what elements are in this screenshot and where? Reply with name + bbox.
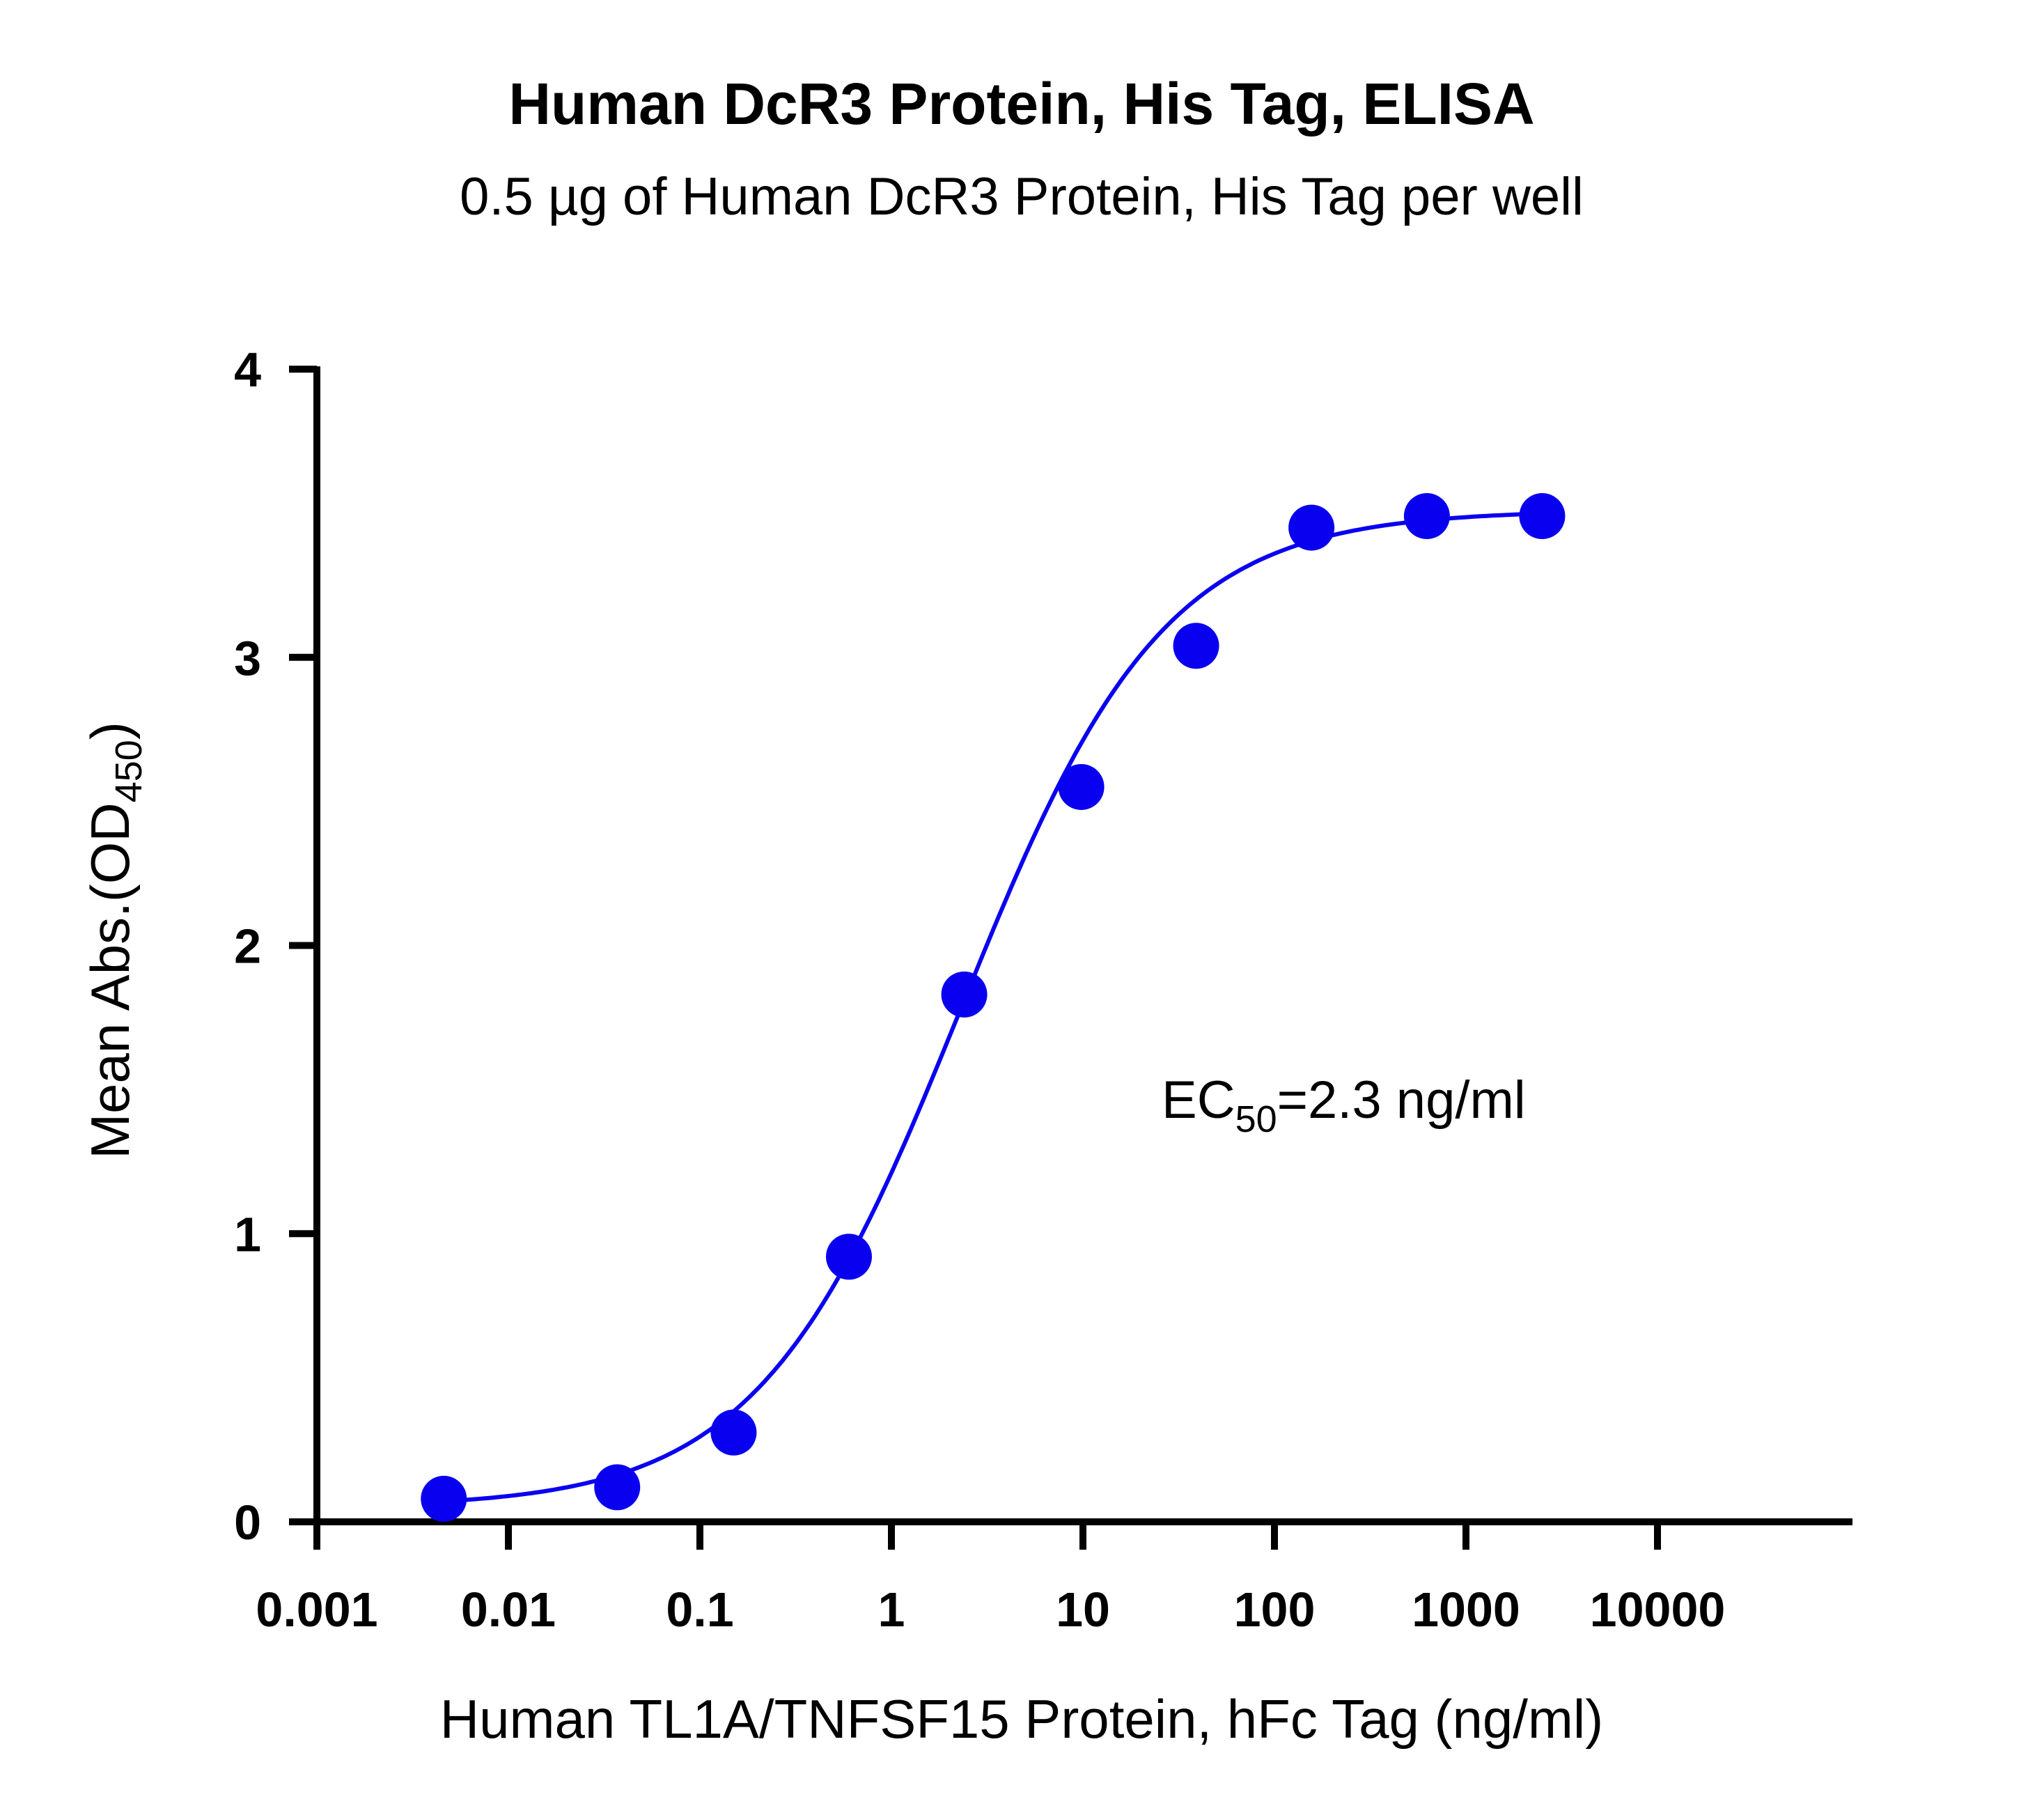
ec50-annotation-rest: =2.3 ng/ml xyxy=(1277,1071,1526,1130)
y-tick-label: 3 xyxy=(234,631,261,685)
data-point xyxy=(1058,763,1105,810)
fit-curve xyxy=(444,511,1543,1504)
y-tick-label: 1 xyxy=(234,1207,261,1261)
x-tick-label: 0.001 xyxy=(256,1582,377,1637)
x-tick-label: 1000 xyxy=(1412,1582,1520,1637)
x-axis-label: Human TL1A/TNFSF15 Protein, hFc Tag (ng/… xyxy=(440,1688,1603,1750)
ec50-annotation: EC50=2.3 ng/ml xyxy=(1162,1071,1526,1140)
y-tick-label: 0 xyxy=(234,1495,261,1550)
x-tick-label: 10000 xyxy=(1590,1582,1726,1637)
data-point xyxy=(710,1409,757,1456)
x-tick-label: 0.1 xyxy=(666,1582,733,1637)
svg-text:Mean Abs.(OD450): Mean Abs.(OD450) xyxy=(79,722,150,1159)
y-axis-label-main: Mean Abs.(OD xyxy=(79,802,141,1159)
y-axis-label-close: ) xyxy=(79,722,141,740)
x-tick-label: 10 xyxy=(1056,1582,1110,1637)
data-point xyxy=(941,971,988,1018)
y-axis-label: Mean Abs.(OD450) xyxy=(79,722,150,1159)
y-axis-label-sub: 450 xyxy=(108,740,150,802)
data-point xyxy=(1519,493,1566,540)
x-tick-label: 100 xyxy=(1234,1582,1316,1637)
axes xyxy=(313,366,1852,1525)
data-point xyxy=(1288,504,1335,551)
ec50-annotation-sub: 50 xyxy=(1235,1098,1277,1140)
y-tick-label: 2 xyxy=(234,919,261,974)
data-point xyxy=(825,1233,872,1280)
data-point xyxy=(594,1464,641,1511)
y-ticks: 0 1 2 3 4 xyxy=(234,343,317,1550)
data-point xyxy=(421,1475,467,1522)
y-tick-label: 4 xyxy=(234,343,261,397)
x-ticks: 0.001 0.01 0.1 1 10 100 1000 10000 xyxy=(256,1522,1725,1637)
data-point xyxy=(1403,493,1450,540)
chart-subtitle: 0.5 µg of Human DcR3 Protein, His Tag pe… xyxy=(460,167,1584,226)
data-point xyxy=(1173,623,1219,669)
chart-title: Human DcR3 Protein, His Tag, ELISA xyxy=(508,71,1534,137)
data-points xyxy=(421,493,1566,1522)
x-tick-label: 1 xyxy=(878,1582,905,1637)
x-tick-label: 0.01 xyxy=(461,1582,556,1637)
ec50-annotation-main: EC xyxy=(1162,1071,1235,1130)
